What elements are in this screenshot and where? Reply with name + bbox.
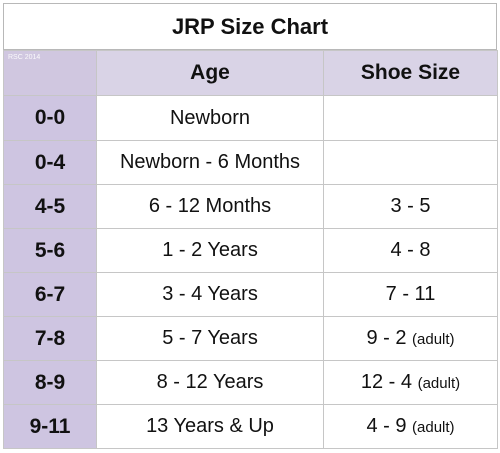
- shoe-size-value: 9 - 2: [366, 327, 407, 349]
- shoe-size-header: Shoe Size: [323, 50, 498, 96]
- size-cell: 0-4: [3, 140, 97, 185]
- shoe-size-cell: 9 - 2 (adult): [323, 316, 498, 361]
- shoe-size-cell: 4 - 9 (adult): [323, 404, 498, 449]
- size-cell: 5-6: [3, 228, 97, 273]
- header-row: RSC 2014 Age Shoe Size: [3, 50, 498, 96]
- table-row: 6-7 3 - 4 Years 7 - 11: [3, 272, 498, 317]
- age-cell: 3 - 4 Years: [96, 272, 324, 317]
- shoe-size-cell: [323, 95, 498, 141]
- size-cell: 8-9: [3, 360, 97, 405]
- table-row: 9-11 13 Years & Up 4 - 9 (adult): [3, 404, 498, 449]
- size-cell: 4-5: [3, 184, 97, 229]
- shoe-size-value: 7 - 11: [385, 283, 436, 305]
- size-cell: 9-11: [3, 404, 97, 449]
- shoe-size-cell: 12 - 4 (adult): [323, 360, 498, 405]
- size-cell: 7-8: [3, 316, 97, 361]
- age-cell: 5 - 7 Years: [96, 316, 324, 361]
- shoe-size-value: 4 - 9: [366, 415, 407, 437]
- age-cell: Newborn - 6 Months: [96, 140, 324, 185]
- chart-title: JRP Size Chart: [3, 3, 497, 50]
- shoe-size-note: (adult): [412, 419, 455, 436]
- size-table: RSC 2014 Age Shoe Size 0-0 Newborn 0-4 N…: [3, 50, 498, 449]
- shoe-size-value: 3 - 5: [390, 195, 431, 217]
- size-chart: JRP Size Chart RSC 2014 Age Shoe Size 0-…: [3, 3, 498, 450]
- table-row: 0-0 Newborn: [3, 95, 498, 141]
- age-cell: 8 - 12 Years: [96, 360, 324, 405]
- watermark: RSC 2014: [8, 54, 41, 61]
- age-cell: 6 - 12 Months: [96, 184, 324, 229]
- table-row: 8-9 8 - 12 Years 12 - 4 (adult): [3, 360, 498, 405]
- shoe-size-cell: 7 - 11: [323, 272, 498, 317]
- age-header: Age: [96, 50, 324, 96]
- corner-cell: RSC 2014: [3, 50, 97, 96]
- shoe-size-cell: 3 - 5: [323, 184, 498, 229]
- shoe-size-value: 12 - 4: [360, 371, 413, 393]
- age-cell: Newborn: [96, 95, 324, 141]
- shoe-size-cell: 4 - 8: [323, 228, 498, 273]
- table-row: 7-8 5 - 7 Years 9 - 2 (adult): [3, 316, 498, 361]
- table-row: 0-4 Newborn - 6 Months: [3, 140, 498, 185]
- shoe-size-cell: [323, 140, 498, 185]
- table-row: 5-6 1 - 2 Years 4 - 8: [3, 228, 498, 273]
- age-cell: 13 Years & Up: [96, 404, 324, 449]
- age-cell: 1 - 2 Years: [96, 228, 324, 273]
- shoe-size-note: (adult): [417, 375, 461, 392]
- size-cell: 0-0: [3, 95, 97, 141]
- shoe-size-value: 4 - 8: [390, 239, 431, 261]
- size-cell: 6-7: [3, 272, 97, 317]
- table-row: 4-5 6 - 12 Months 3 - 5: [3, 184, 498, 229]
- shoe-size-note: (adult): [412, 331, 455, 348]
